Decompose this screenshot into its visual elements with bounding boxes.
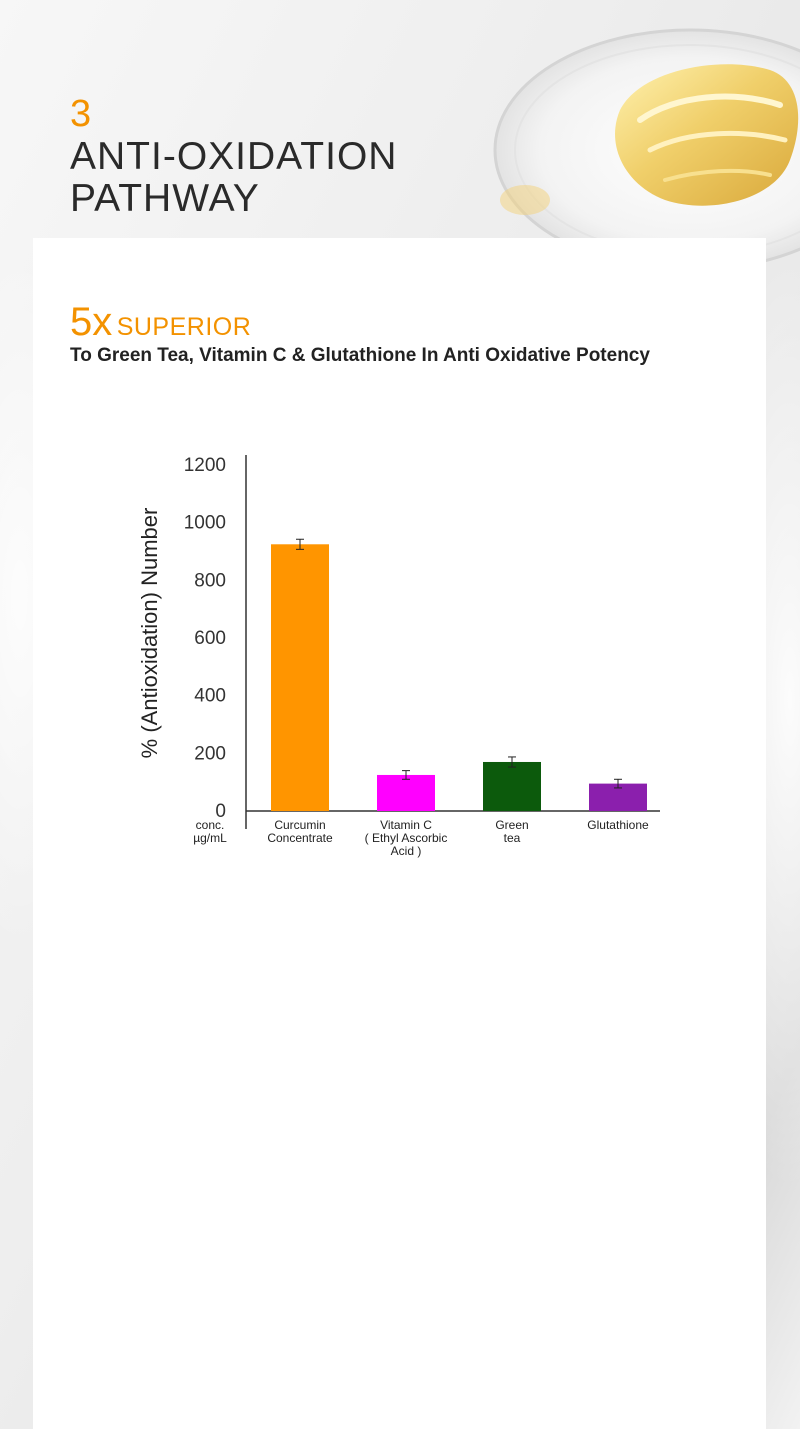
- content-card: [33, 238, 766, 1429]
- x-tick-label: Acid ): [391, 844, 422, 858]
- x-tick-label: Green: [495, 818, 528, 832]
- y-tick-label: 600: [194, 628, 226, 649]
- headline-word: SUPERIOR: [116, 313, 252, 341]
- bar: [377, 774, 435, 811]
- x-tick-label: ( Ethyl Ascorbic: [365, 831, 448, 845]
- x-tick-label: Curcumin: [274, 818, 325, 832]
- headline-multiplier: 5x: [70, 300, 113, 344]
- section-title: ANTI-OXIDATION PATHWAY: [70, 135, 398, 220]
- subtitle: To Green Tea, Vitamin C & Glutathione In…: [70, 345, 650, 366]
- x-axis-caption: conc.: [196, 818, 225, 832]
- y-tick-label: 200: [194, 743, 226, 764]
- y-tick-label: 1000: [184, 513, 226, 534]
- x-tick-label: Glutathione: [587, 818, 649, 832]
- antioxidation-bar-chart: 0 200 400 600 800 1000 1200 % (Antioxidation) N…: [137, 455, 660, 858]
- bar: [483, 761, 541, 811]
- x-tick-label: Concentrate: [267, 831, 333, 845]
- y-tick-label: 400: [194, 686, 226, 707]
- x-tick-label: tea: [504, 831, 521, 845]
- x-axis-caption: µg/mL: [193, 831, 227, 845]
- section-number: 3: [70, 93, 92, 135]
- y-axis-label: % (Antioxidation) Number: [137, 508, 162, 759]
- y-tick-label: 1200: [184, 455, 226, 476]
- y-tick-label: 0: [215, 801, 226, 822]
- headline: 5x SUPERIOR: [70, 300, 251, 353]
- x-tick-label: Vitamin C: [380, 818, 432, 832]
- y-tick-label: 800: [194, 570, 226, 591]
- bar: [271, 544, 329, 811]
- cream-dish-image: [493, 28, 800, 272]
